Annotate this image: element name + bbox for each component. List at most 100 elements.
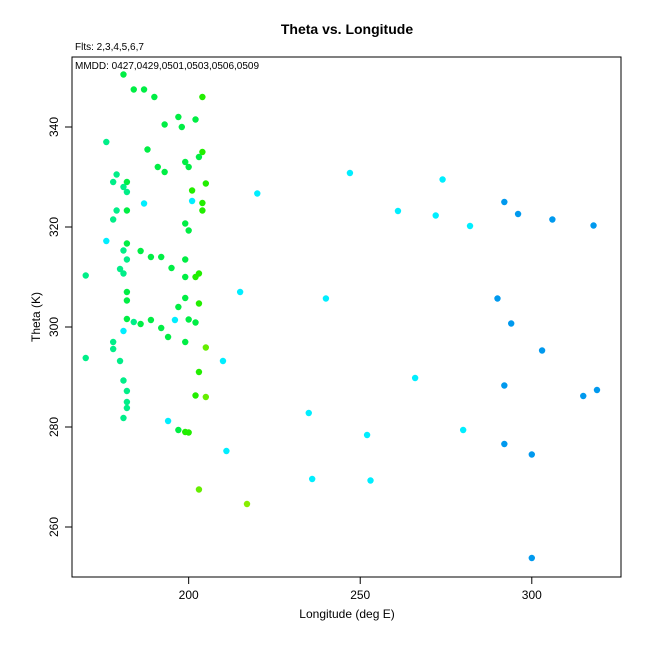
data-point [123,207,131,214]
dates-subtitle: MMDD: 0427,0429,0501,0503,0506,0509 [75,61,259,72]
x-tick-label: 250 [350,588,370,602]
data-point [161,121,168,128]
data-point [168,264,175,272]
data-point [501,440,508,448]
y-tick-label: 320 [47,217,61,237]
x-axis: 200 250 300 [179,577,542,602]
data-point [538,347,546,354]
y-axis: 260 280 300 320 340 [47,117,72,537]
data-point [175,426,182,434]
data-point [528,554,535,562]
data-point [182,273,189,281]
data-point [120,247,127,254]
data-point [164,333,172,341]
data-point [501,382,508,389]
data-point [178,123,185,131]
data-point [195,486,203,493]
data-point [147,316,155,324]
data-point [346,169,354,177]
data-point [82,354,89,362]
data-point [161,168,168,176]
data-point [123,240,131,247]
data-point [432,212,439,219]
data-point [199,199,206,207]
data-point [243,500,251,508]
data-point [120,327,127,335]
data-point [188,187,196,194]
data-point [185,316,192,323]
data-point [188,197,196,205]
data-point [192,273,199,281]
data-point [123,297,131,304]
data-point [158,253,165,261]
data-point [439,176,446,183]
data-point [151,93,158,101]
data-point [514,210,522,218]
data-point [140,86,148,93]
data-point [254,190,261,197]
y-tick-label: 300 [47,317,61,337]
y-tick-label: 280 [47,417,61,437]
data-point [116,265,124,273]
data-point [103,237,110,245]
data-point [120,270,127,277]
data-point [308,475,316,483]
data-point [123,178,131,186]
data-point [590,222,597,229]
data-point [109,216,117,223]
data-point [113,207,120,214]
data-point [82,272,89,279]
data-point [147,253,155,261]
data-point [123,404,131,412]
data-point [123,398,131,406]
data-point [123,315,131,323]
data-point [236,288,244,296]
data-point [164,417,172,425]
data-point [182,256,189,263]
data-point [466,222,474,230]
data-point [494,295,501,302]
data-point [158,324,165,332]
data-point [185,227,192,234]
plot-frame [71,56,622,578]
data-point [116,357,124,365]
data-point [580,392,587,400]
data-point [501,198,508,206]
data-point [195,300,203,307]
data-point [508,320,515,327]
data-point [130,86,137,93]
data-point [322,295,330,302]
data-point [109,345,117,353]
data-point [120,71,127,78]
chart-title: Theta vs. Longitude [281,21,413,37]
data-point [219,357,227,365]
y-tick-label: 260 [47,517,61,537]
data-point [199,148,206,156]
data-point [202,393,210,401]
data-point [137,247,144,255]
data-point [182,338,189,346]
data-point [182,158,189,166]
data-point [411,374,419,382]
data-point [394,207,402,215]
data-point [528,451,535,458]
data-point [123,256,131,263]
x-axis-title: Longitude (deg E) [299,607,394,621]
data-point [140,200,148,207]
data-point [192,116,199,123]
data-point [195,368,203,376]
data-point [223,447,230,455]
data-point [123,188,131,196]
data-point [549,216,556,223]
data-point [120,414,127,422]
data-points [82,71,601,562]
x-tick-label: 300 [522,588,542,602]
data-point [123,288,131,296]
data-point [199,207,206,214]
data-point [459,426,467,434]
data-point [137,320,144,328]
data-point [175,113,182,121]
data-point [185,429,192,436]
